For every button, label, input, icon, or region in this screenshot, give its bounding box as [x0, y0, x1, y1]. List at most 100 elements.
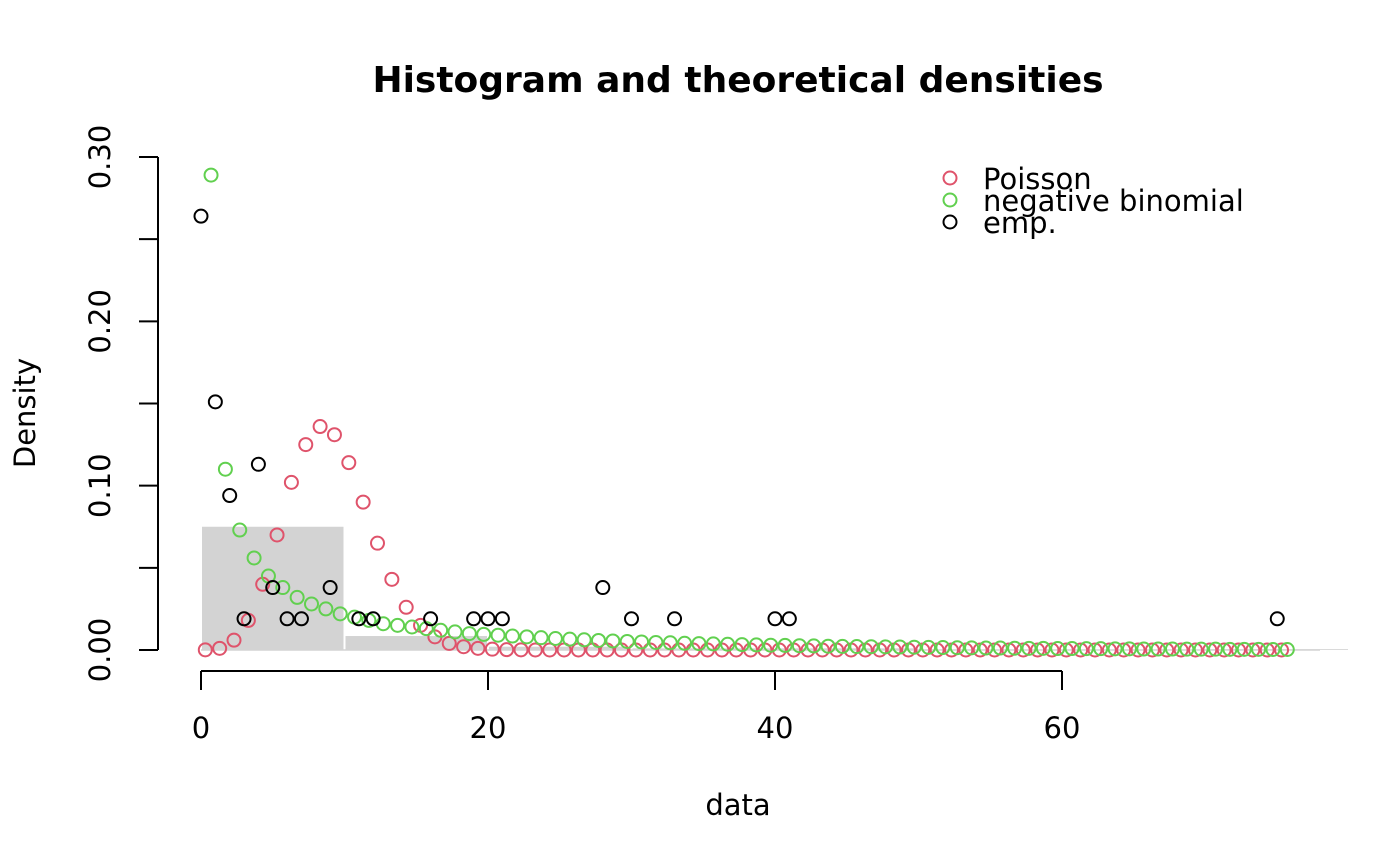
- series-0-point-13: [384, 571, 400, 587]
- series-0-point-0: [197, 642, 213, 658]
- series-1-point-42: [806, 638, 822, 654]
- series-1-point-18: [461, 626, 477, 642]
- y-axis-label: Density: [8, 358, 42, 468]
- y-tick-label-4: 0.20: [83, 289, 117, 354]
- x-tick-label-3: 60: [1044, 711, 1081, 745]
- chart-title: Histogram and theoretical densities: [372, 60, 1103, 101]
- legend-label-2: emp.: [983, 206, 1057, 240]
- series-0-point-6: [283, 474, 299, 490]
- series-2-point-17: [667, 611, 683, 627]
- series-2-point-4: [250, 456, 266, 472]
- series-1-point-25: [562, 631, 578, 647]
- series-1-point-50: [921, 639, 937, 655]
- series-1: [203, 167, 1295, 658]
- series-1-point-61: [1078, 641, 1094, 657]
- series-0-point-14: [398, 599, 414, 615]
- series-1-point-45: [849, 639, 865, 655]
- series-1-point-19: [476, 626, 492, 642]
- series-1-point-65: [1136, 641, 1152, 657]
- series-0-point-9: [326, 427, 342, 443]
- series-2-point-3: [236, 611, 252, 627]
- series-1-point-46: [863, 639, 879, 655]
- series-1-point-48: [892, 639, 908, 655]
- series-2: [193, 208, 1285, 627]
- series-0-point-71: [1216, 642, 1232, 658]
- series-0-point-57: [1015, 642, 1031, 658]
- series-1-point-9: [332, 606, 348, 622]
- series-1-point-73: [1251, 641, 1267, 657]
- series-1-point-30: [634, 634, 650, 650]
- series-1-point-39: [763, 637, 779, 653]
- histogram-bar-0: [202, 526, 344, 650]
- series-1-point-72: [1236, 641, 1252, 657]
- y-tick-label-6: 0.30: [83, 125, 117, 190]
- series-1-point-57: [1021, 640, 1037, 656]
- series-1-point-3: [246, 550, 262, 566]
- legend-marker-2: [942, 214, 958, 230]
- series-1-point-22: [519, 629, 535, 645]
- series-0-point-24: [542, 642, 558, 658]
- series-1-point-38: [748, 637, 764, 653]
- series-1-point-2: [232, 522, 248, 538]
- series-2-point-2: [222, 488, 238, 504]
- series-1-point-63: [1107, 641, 1123, 657]
- series-0-point-7: [298, 437, 314, 453]
- series-1-point-69: [1193, 641, 1209, 657]
- series-1-point-51: [935, 640, 951, 656]
- series-1-point-1: [217, 461, 233, 477]
- series-0-point-1: [212, 640, 228, 656]
- series-0-point-8: [312, 419, 328, 435]
- series-2-point-19: [781, 611, 797, 627]
- series-0-point-68: [1173, 642, 1189, 658]
- series-1-point-13: [390, 617, 406, 633]
- series-1-point-49: [906, 639, 922, 655]
- series-0-point-75: [1274, 642, 1290, 658]
- series-0-point-10: [341, 455, 357, 471]
- series-2-point-16: [624, 611, 639, 627]
- legend-marker-0: [942, 170, 958, 186]
- series-1-point-26: [576, 632, 592, 648]
- series-1-point-14: [404, 619, 420, 635]
- series-2-point-6: [279, 611, 295, 627]
- series-1-point-59: [1050, 641, 1066, 657]
- series-1-point-16: [433, 622, 449, 638]
- series-1-point-27: [590, 632, 606, 648]
- series-1-point-21: [504, 628, 520, 644]
- series-1-point-74: [1265, 642, 1281, 658]
- series-1-point-75: [1279, 642, 1295, 658]
- series-2-point-20: [1269, 611, 1285, 627]
- series-1-point-8: [318, 601, 334, 617]
- series-2-point-13: [480, 611, 496, 627]
- series-1-point-70: [1208, 641, 1224, 657]
- histogram-bar-1: [345, 636, 487, 650]
- x-tick-label-1: 20: [470, 711, 507, 745]
- series-1-point-35: [705, 636, 721, 652]
- series-1-point-62: [1093, 641, 1109, 657]
- series-2-point-7: [293, 611, 309, 627]
- series-2-point-12: [466, 611, 482, 627]
- series-1-point-37: [734, 637, 750, 653]
- series-0-point-5: [269, 527, 285, 543]
- series-1-point-15: [418, 621, 434, 637]
- series-1-point-20: [490, 627, 506, 643]
- series-0-point-19: [470, 640, 486, 656]
- series-0-point-60: [1058, 642, 1074, 658]
- series-0-point-67: [1159, 642, 1175, 658]
- series-1-point-53: [964, 640, 980, 656]
- series-0-point-65: [1130, 642, 1146, 658]
- series-1-point-55: [992, 640, 1008, 656]
- series-0-point-64: [1116, 642, 1132, 658]
- series-2-point-15: [595, 580, 611, 596]
- series-1-point-56: [1007, 640, 1023, 656]
- x-axis-label: data: [705, 788, 770, 822]
- series-1-point-58: [1035, 640, 1051, 656]
- series-1-point-54: [978, 640, 994, 656]
- series-0-point-17: [441, 635, 457, 651]
- series-0-point-74: [1259, 642, 1275, 658]
- series-0-point-22: [513, 642, 529, 658]
- series-2-point-1: [207, 394, 223, 410]
- series-0-point-69: [1187, 642, 1203, 658]
- series-0-point-72: [1231, 642, 1247, 658]
- series-1-point-60: [1064, 641, 1080, 657]
